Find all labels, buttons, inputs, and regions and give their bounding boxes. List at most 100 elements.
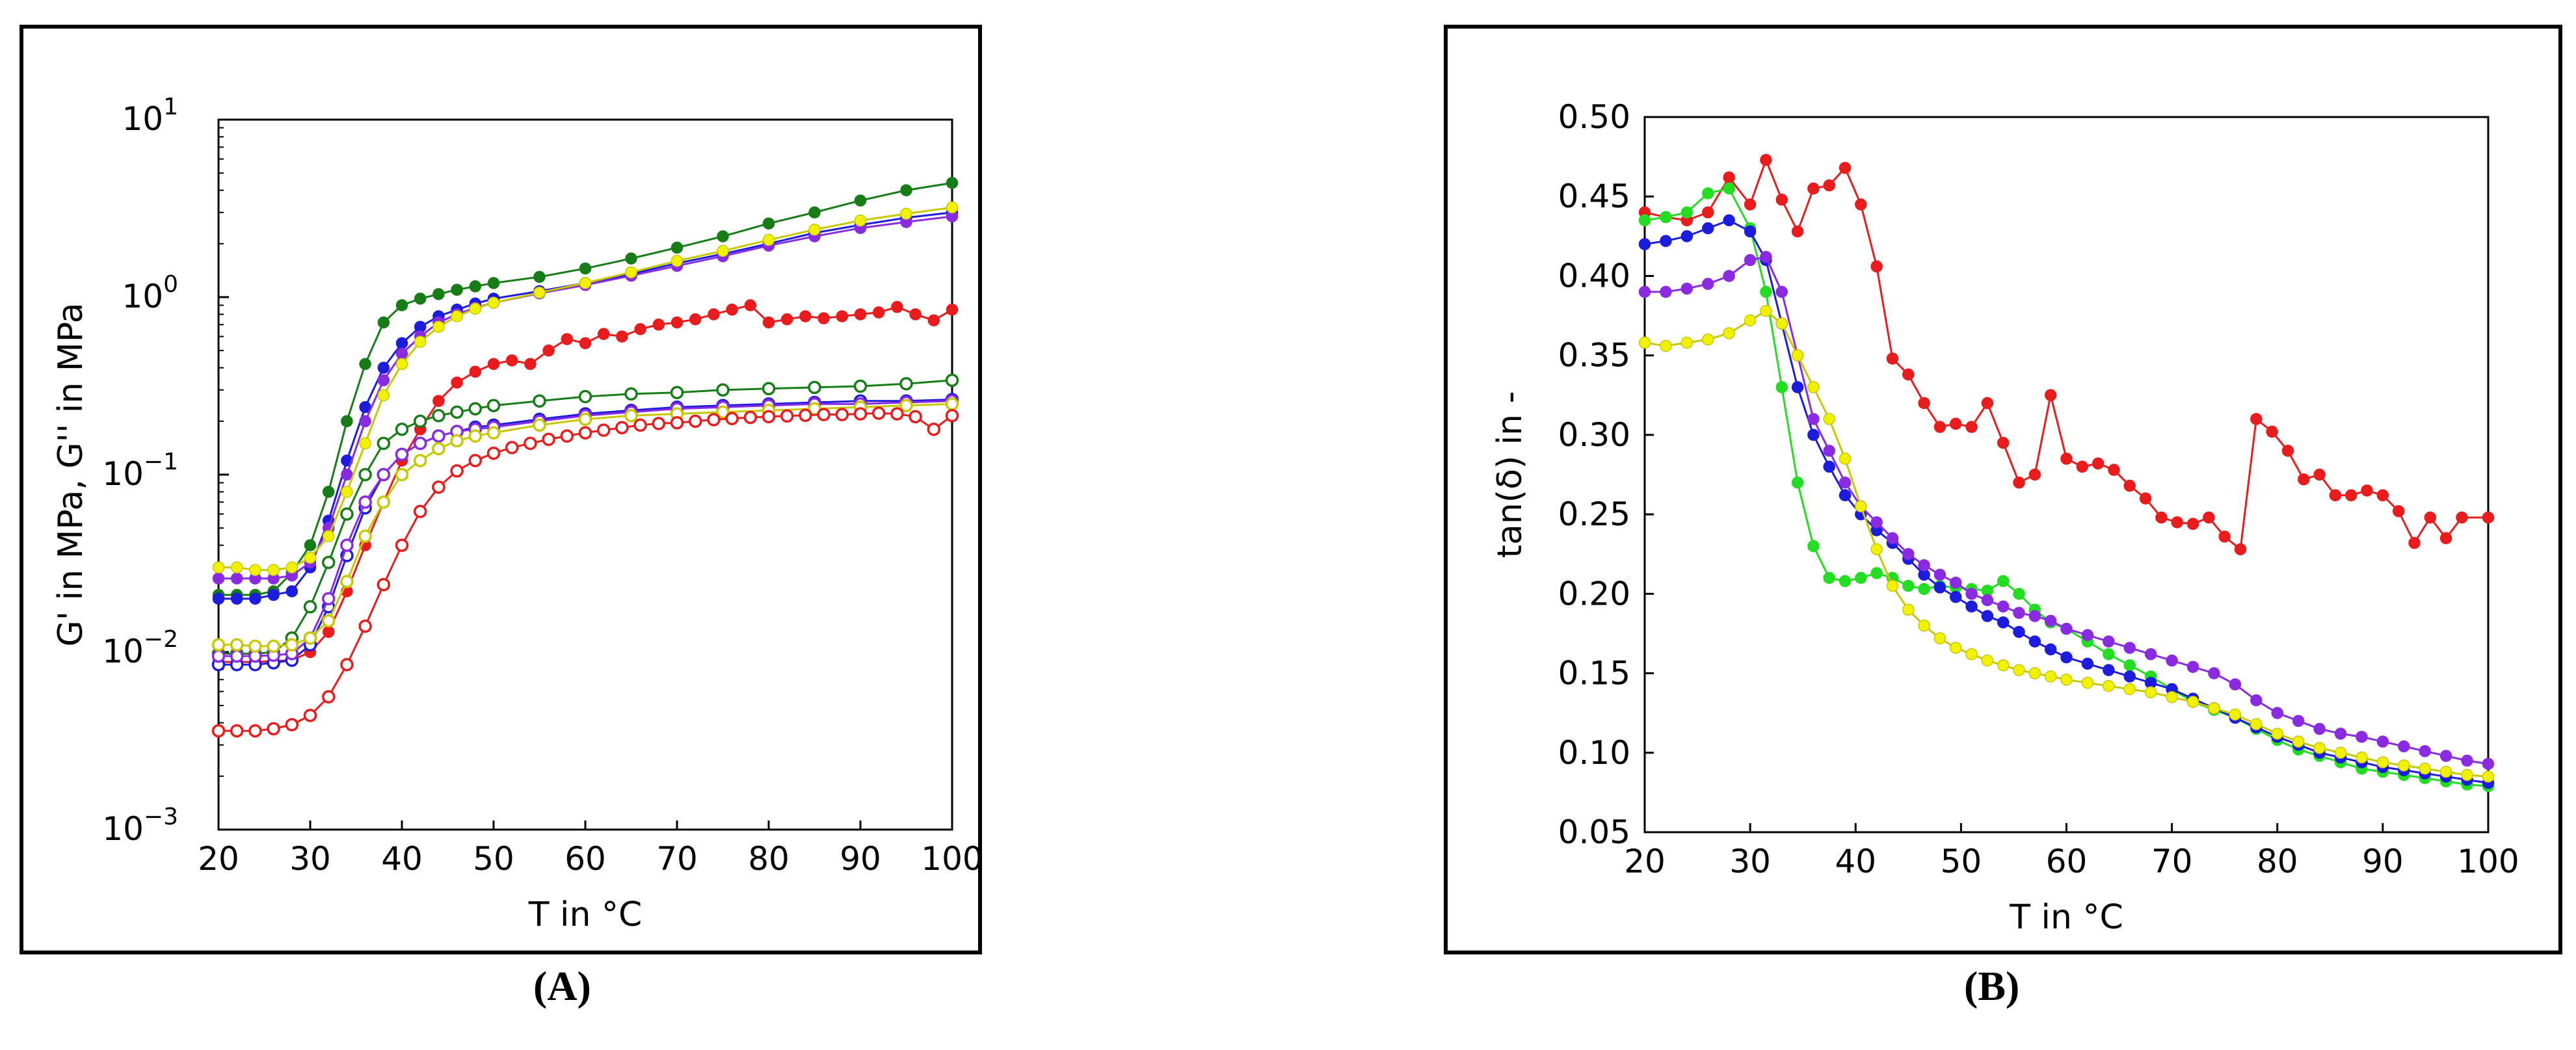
data-point: [432, 441, 445, 456]
data-point: [1702, 187, 1714, 200]
data-point: [230, 724, 244, 738]
data-point: [2060, 453, 2073, 465]
data-point: [2044, 614, 2057, 627]
y-tick-label: 0.25: [1558, 495, 1630, 533]
data-point: [1839, 476, 1852, 489]
data-point: [890, 407, 904, 421]
data-point: [1918, 559, 1930, 571]
data-point: [358, 529, 372, 543]
data-point: [2171, 516, 2183, 529]
data-point: [1807, 428, 1820, 441]
x-tick-label: 20: [1624, 843, 1666, 880]
data-point: [717, 244, 729, 257]
x-tick-label: 60: [2046, 843, 2088, 880]
data-point: [1660, 285, 1672, 298]
data-point: [248, 724, 262, 738]
data-point: [1870, 543, 1883, 556]
data-point: [2461, 754, 2473, 767]
data-point: [1918, 583, 1930, 596]
data-point: [2408, 536, 2421, 549]
data-point: [2060, 651, 2073, 664]
data-point: [211, 724, 226, 738]
data-point: [1823, 571, 1835, 584]
data-point: [634, 323, 646, 335]
data-point: [1660, 235, 1672, 247]
data-point: [1870, 567, 1883, 579]
y-tick-exponent: −3: [144, 804, 178, 830]
y-tick-label: 10−2: [102, 626, 178, 670]
data-point: [1775, 381, 1788, 393]
data-point: [341, 415, 353, 428]
y-tick-exponent: 1: [163, 94, 178, 120]
x-tick-label: 100: [921, 840, 978, 878]
data-point: [762, 217, 775, 230]
data-point: [432, 408, 445, 423]
data-point: [560, 429, 574, 443]
data-point: [413, 436, 427, 451]
data-point: [377, 577, 391, 592]
data-point: [762, 382, 776, 396]
data-point: [2439, 765, 2452, 778]
data-point: [579, 337, 592, 350]
data-point: [2076, 460, 2089, 473]
x-tick-label: 40: [381, 840, 423, 878]
data-point: [1807, 540, 1820, 553]
data-point: [1744, 225, 1757, 238]
data-point: [505, 441, 519, 454]
y-tick-label: 0.40: [1558, 257, 1630, 295]
data-point: [1933, 632, 1946, 645]
data-point: [561, 333, 574, 345]
data-point: [1775, 193, 1788, 206]
data-point: [2044, 643, 2057, 656]
data-point: [578, 426, 592, 440]
data-point: [533, 286, 546, 299]
data-point: [469, 365, 482, 378]
data-point: [2229, 678, 2242, 690]
data-point: [2013, 625, 2025, 638]
data-point: [2398, 759, 2410, 772]
data-point: [1870, 516, 1883, 529]
data-point: [1807, 413, 1820, 425]
data-point: [2329, 489, 2342, 502]
data-point: [2424, 511, 2437, 524]
data-point: [2439, 532, 2452, 545]
data-point: [413, 454, 427, 467]
data-point: [871, 406, 886, 420]
data-point: [468, 429, 483, 443]
data-point: [900, 184, 912, 196]
data-point: [304, 551, 317, 564]
data-point: [899, 399, 913, 413]
data-point: [1933, 568, 1946, 581]
data-point: [2091, 457, 2105, 470]
data-point: [212, 572, 225, 584]
data-point: [2139, 492, 2152, 505]
data-point: [211, 638, 226, 651]
data-point: [1965, 648, 1978, 661]
data-point: [321, 614, 336, 628]
data-point: [780, 409, 794, 423]
data-point: [2123, 683, 2136, 696]
data-point: [524, 358, 537, 371]
data-point: [2313, 742, 2326, 754]
data-point: [1918, 397, 1930, 410]
data-point: [1723, 171, 1735, 184]
data-point: [304, 539, 317, 551]
data-point: [854, 214, 867, 227]
data-point: [2419, 745, 2431, 757]
data-point: [2028, 468, 2041, 481]
data-point: [2334, 746, 2347, 759]
data-point: [2271, 707, 2283, 719]
data-point: [688, 414, 702, 428]
data-point: [2313, 468, 2326, 481]
data-point: [808, 380, 821, 395]
data-point: [1902, 603, 1915, 616]
data-point: [2103, 635, 2115, 648]
data-point: [946, 177, 959, 189]
data-point: [285, 561, 299, 573]
data-point: [2208, 702, 2220, 715]
data-point: [505, 354, 518, 367]
data-point: [1855, 571, 1867, 584]
data-point: [1723, 182, 1735, 195]
data-point: [451, 376, 463, 389]
data-point: [799, 408, 812, 422]
